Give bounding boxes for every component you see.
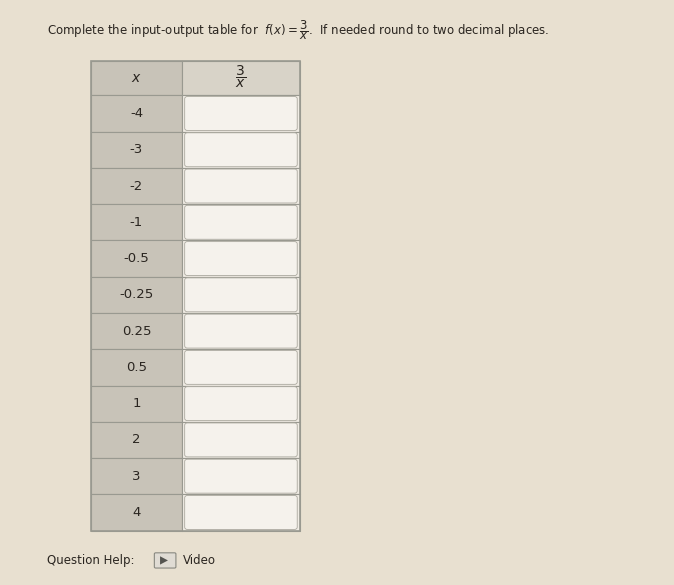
Text: 2: 2 bbox=[132, 433, 141, 446]
Bar bbox=[91, 349, 182, 386]
Text: -0.5: -0.5 bbox=[123, 252, 150, 265]
Bar bbox=[91, 277, 182, 313]
Bar bbox=[182, 168, 300, 204]
Text: Video: Video bbox=[183, 554, 216, 567]
FancyBboxPatch shape bbox=[185, 387, 297, 421]
FancyBboxPatch shape bbox=[154, 553, 176, 568]
Text: 0.25: 0.25 bbox=[122, 325, 151, 338]
Bar bbox=[182, 494, 300, 531]
Bar bbox=[91, 422, 182, 458]
Text: 3: 3 bbox=[132, 470, 141, 483]
FancyBboxPatch shape bbox=[185, 133, 297, 167]
Bar bbox=[182, 95, 300, 132]
Bar bbox=[182, 240, 300, 277]
FancyBboxPatch shape bbox=[185, 350, 297, 384]
Bar bbox=[182, 422, 300, 458]
FancyBboxPatch shape bbox=[185, 495, 297, 529]
Polygon shape bbox=[160, 556, 168, 565]
Bar bbox=[182, 458, 300, 494]
Text: 4: 4 bbox=[132, 506, 141, 519]
Bar bbox=[91, 132, 182, 168]
Bar bbox=[91, 386, 182, 422]
Text: $x$: $x$ bbox=[131, 71, 142, 85]
Text: Question Help:: Question Help: bbox=[47, 554, 135, 567]
Text: -0.25: -0.25 bbox=[119, 288, 154, 301]
FancyBboxPatch shape bbox=[185, 242, 297, 276]
Bar bbox=[182, 277, 300, 313]
FancyBboxPatch shape bbox=[185, 423, 297, 457]
Bar bbox=[182, 349, 300, 386]
Text: -2: -2 bbox=[130, 180, 143, 192]
Bar bbox=[182, 132, 300, 168]
Text: -4: -4 bbox=[130, 107, 143, 120]
Bar bbox=[91, 168, 182, 204]
Text: $\dfrac{3}{x}$: $\dfrac{3}{x}$ bbox=[235, 64, 247, 90]
Bar bbox=[91, 204, 182, 240]
Bar bbox=[91, 61, 300, 531]
Bar bbox=[182, 204, 300, 240]
FancyBboxPatch shape bbox=[185, 314, 297, 348]
Text: -1: -1 bbox=[130, 216, 143, 229]
Bar bbox=[91, 240, 182, 277]
Bar bbox=[182, 61, 300, 95]
Bar bbox=[182, 313, 300, 349]
Bar bbox=[182, 386, 300, 422]
Text: Complete the input-output table for  $f(x) = \dfrac{3}{x}$.  If needed round to : Complete the input-output table for $f(x… bbox=[47, 19, 550, 42]
FancyBboxPatch shape bbox=[185, 459, 297, 493]
FancyBboxPatch shape bbox=[185, 97, 297, 130]
FancyBboxPatch shape bbox=[185, 278, 297, 312]
FancyBboxPatch shape bbox=[185, 169, 297, 203]
Text: 1: 1 bbox=[132, 397, 141, 410]
Bar bbox=[91, 458, 182, 494]
Bar bbox=[91, 313, 182, 349]
Text: 0.5: 0.5 bbox=[126, 361, 147, 374]
Bar bbox=[91, 95, 182, 132]
Bar bbox=[91, 494, 182, 531]
FancyBboxPatch shape bbox=[185, 205, 297, 239]
Bar bbox=[91, 61, 182, 95]
Text: -3: -3 bbox=[130, 143, 143, 156]
